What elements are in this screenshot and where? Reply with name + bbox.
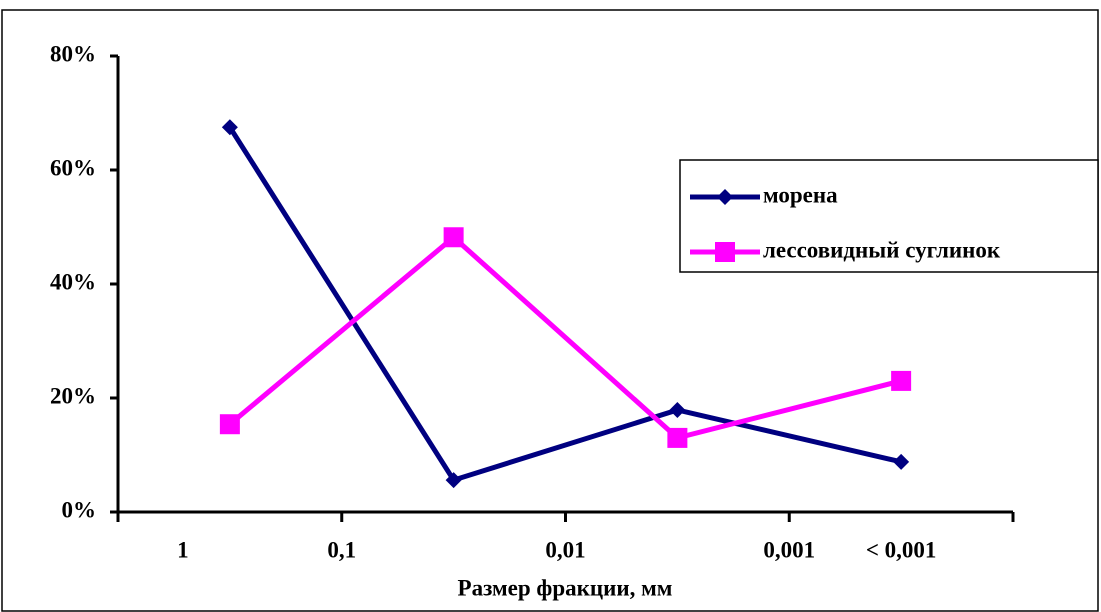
marker bbox=[891, 370, 912, 391]
x-tick-label: 0,1 bbox=[327, 537, 356, 562]
legend-label: лессовидный суглинок bbox=[763, 237, 1001, 262]
marker bbox=[219, 414, 240, 435]
y-tick-label: 60% bbox=[50, 155, 96, 180]
x-tick-label: < 0,001 bbox=[866, 537, 937, 562]
marker bbox=[445, 472, 462, 489]
marker bbox=[715, 242, 735, 262]
x-tick-label: 0,001 bbox=[763, 537, 815, 562]
chart-frame bbox=[1, 9, 1099, 612]
marker bbox=[221, 119, 238, 136]
marker bbox=[669, 401, 686, 418]
legend-label: морена bbox=[763, 182, 838, 207]
line-series bbox=[227, 125, 902, 484]
marker bbox=[667, 427, 688, 448]
y-tick-label: 0% bbox=[62, 497, 97, 522]
marker bbox=[443, 227, 464, 248]
y-tick-label: 80% bbox=[50, 41, 96, 66]
marker bbox=[893, 453, 910, 470]
x-tick-label: 0,01 bbox=[545, 537, 585, 562]
y-tick-label: 20% bbox=[50, 383, 96, 408]
marker bbox=[717, 189, 733, 205]
line-series bbox=[228, 233, 902, 441]
x-tick-label: 1 bbox=[177, 537, 189, 562]
x-axis-title: Размер фракции, мм bbox=[458, 575, 673, 600]
y-tick-label: 40% bbox=[50, 269, 96, 294]
